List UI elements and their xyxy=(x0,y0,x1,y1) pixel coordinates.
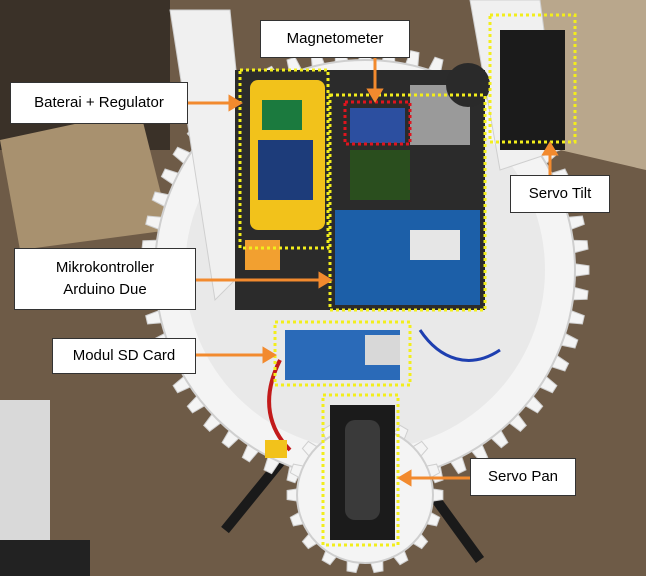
box-sd-card xyxy=(273,320,412,387)
box-servo-pan xyxy=(321,393,400,547)
label-magnetometer: Magnetometer xyxy=(260,20,410,58)
box-mikrokontroller xyxy=(328,93,487,312)
xt-connector xyxy=(265,440,287,458)
label-mikrokontroller-line1: Mikrokontroller xyxy=(55,259,155,276)
label-mikrokontroller: Mikrokontroller Arduino Due xyxy=(14,248,196,310)
wire-bundle xyxy=(350,150,410,200)
box-baterai xyxy=(238,68,330,250)
label-servo-tilt: Servo Tilt xyxy=(510,175,610,213)
label-modul-sd: Modul SD Card xyxy=(52,338,196,374)
arrow-sd-head xyxy=(262,346,277,364)
callout-arrows xyxy=(188,58,559,487)
servo-tilt-body xyxy=(500,30,565,150)
label-baterai: Baterai + Regulator xyxy=(10,82,188,124)
arrow-magnetometer-head xyxy=(366,88,384,103)
magnetometer-module xyxy=(350,108,405,143)
battery-label xyxy=(258,140,313,200)
cardboard-box xyxy=(0,110,170,250)
servo-tilt-horn xyxy=(446,63,490,107)
tripod-leg-left xyxy=(221,446,294,534)
box-magnetometer xyxy=(343,100,412,146)
blue-wire xyxy=(418,329,501,362)
regulator-board xyxy=(262,100,302,130)
arrow-baterai-head xyxy=(228,94,243,112)
servo-pan-label xyxy=(345,420,380,520)
arrow-servo-pan-head xyxy=(397,469,412,487)
box-servo-tilt xyxy=(488,13,577,144)
arrow-servo-tilt-head xyxy=(541,141,559,156)
label-servo-pan: Servo Pan xyxy=(470,458,576,496)
battery-connector xyxy=(245,240,280,270)
arrow-mikrokontroller-head xyxy=(318,271,333,289)
sd-card-slot xyxy=(365,335,400,365)
label-mikrokontroller-line2: Arduino Due xyxy=(63,281,147,298)
highlight-boxes xyxy=(238,13,577,547)
arduino-usb xyxy=(410,230,460,260)
bottom-left-object xyxy=(0,540,90,576)
